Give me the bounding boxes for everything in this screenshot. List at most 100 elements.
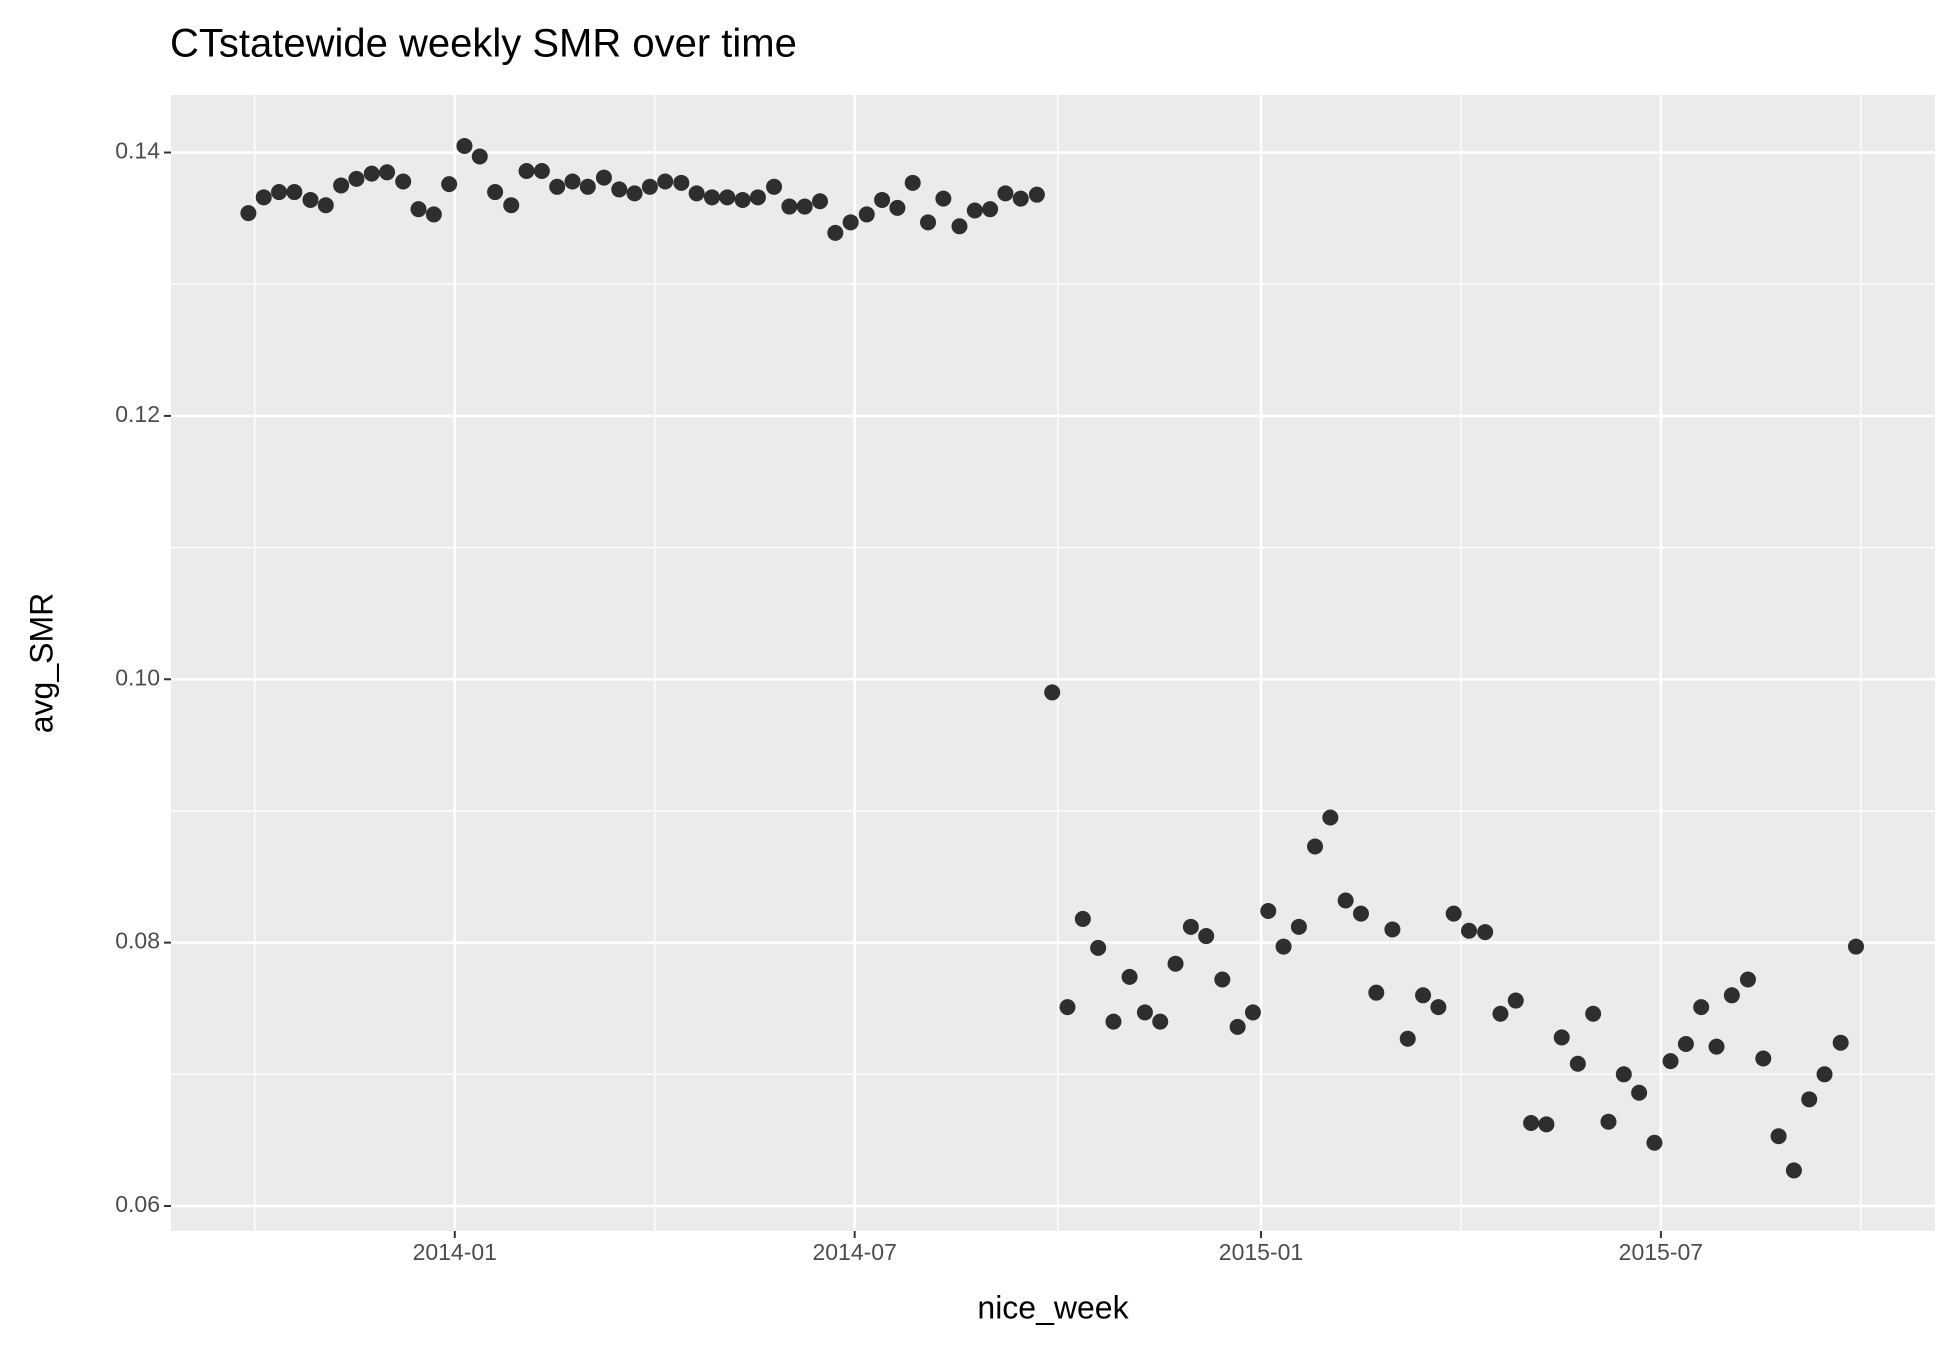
data-point (1523, 1115, 1540, 1132)
data-point (1074, 910, 1091, 927)
data-point (1214, 971, 1231, 988)
data-point (1352, 905, 1369, 922)
data-point (1585, 1005, 1602, 1022)
chart-title: CTstatewide weekly SMR over time (170, 22, 797, 66)
data-point (518, 162, 535, 179)
x-axis-title: nice_week (977, 1289, 1129, 1325)
data-point (657, 173, 674, 190)
data-point (920, 214, 937, 231)
data-point (1677, 1036, 1694, 1053)
data-point (1415, 987, 1432, 1004)
x-tick-label: 2015-07 (1619, 1239, 1703, 1265)
data-point (1615, 1066, 1632, 1083)
data-point (1322, 809, 1339, 826)
data-point (1430, 999, 1447, 1016)
data-point (982, 201, 999, 218)
data-point (363, 165, 380, 182)
data-point (1368, 984, 1385, 1001)
data-point (533, 162, 550, 179)
data-point (889, 199, 906, 216)
data-point (1152, 1013, 1169, 1030)
data-point (1275, 938, 1292, 955)
data-point (935, 190, 952, 207)
data-point (1290, 918, 1307, 935)
data-point (487, 184, 504, 201)
data-point (1770, 1128, 1787, 1145)
data-point (240, 205, 257, 222)
data-point (611, 181, 628, 198)
data-point (379, 164, 396, 181)
data-point (1307, 838, 1324, 855)
data-point (503, 197, 520, 214)
x-tick-label: 2015-01 (1219, 1239, 1303, 1265)
data-point (333, 177, 350, 194)
data-point (471, 148, 488, 165)
data-point (317, 197, 334, 214)
data-point (1631, 1084, 1648, 1101)
data-point (766, 178, 783, 195)
data-point (1229, 1018, 1246, 1035)
data-point (1090, 939, 1107, 956)
data-point (1121, 968, 1138, 985)
data-point (1538, 1116, 1555, 1133)
data-point (734, 191, 751, 208)
data-point (673, 174, 690, 191)
data-point (1693, 999, 1710, 1016)
data-point (549, 178, 566, 195)
data-point (1044, 684, 1061, 701)
data-point (951, 218, 968, 235)
data-point (1553, 1029, 1570, 1046)
data-point (1167, 955, 1184, 972)
data-point (579, 178, 596, 195)
data-point (1739, 971, 1756, 988)
data-point (1260, 903, 1277, 920)
data-point (781, 198, 798, 215)
data-point (1244, 1004, 1261, 1021)
data-point (1847, 938, 1864, 955)
data-point (997, 185, 1014, 202)
data-point (749, 189, 766, 206)
x-tick-label: 2014-01 (413, 1239, 497, 1265)
data-point (1755, 1050, 1772, 1067)
data-point (1708, 1038, 1725, 1055)
data-point (1492, 1005, 1509, 1022)
data-point (1105, 1013, 1122, 1030)
data-point (564, 173, 581, 190)
data-point (1028, 186, 1045, 203)
data-point (1012, 190, 1029, 207)
y-tick-label: 0.06 (115, 1191, 160, 1217)
data-point (1136, 1004, 1153, 1021)
data-point (1801, 1091, 1818, 1108)
data-point (456, 137, 473, 154)
data-point (1723, 987, 1740, 1004)
data-point (812, 193, 829, 210)
data-point (1198, 928, 1215, 945)
data-point (1182, 918, 1199, 935)
data-point (966, 202, 983, 219)
data-point (1816, 1066, 1833, 1083)
data-point (1600, 1113, 1617, 1130)
data-point (904, 174, 921, 191)
data-point (1477, 924, 1494, 941)
data-point (1445, 905, 1462, 922)
y-tick-label: 0.10 (115, 664, 160, 690)
data-point (410, 201, 427, 218)
data-point (1399, 1030, 1416, 1047)
data-point (1059, 999, 1076, 1016)
data-point (626, 185, 643, 202)
data-point (1785, 1162, 1802, 1179)
data-point (858, 206, 875, 223)
data-point (595, 169, 612, 186)
data-point (255, 189, 272, 206)
y-tick-label: 0.14 (115, 138, 160, 164)
data-point (302, 191, 319, 208)
data-point (796, 198, 813, 215)
data-point (719, 189, 736, 206)
y-tick-label: 0.12 (115, 401, 160, 427)
y-axis-title: avg_SMR (23, 593, 59, 734)
data-point (286, 184, 303, 201)
data-point (348, 170, 365, 187)
x-tick-label: 2014-07 (812, 1239, 896, 1265)
